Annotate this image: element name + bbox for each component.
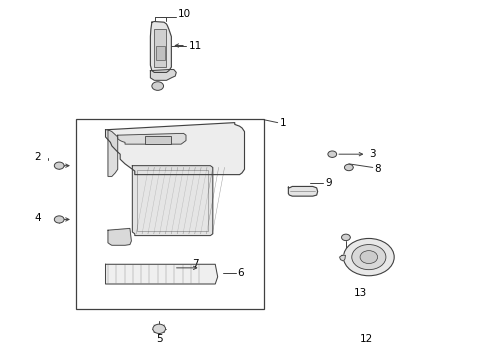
Text: 8: 8 — [374, 163, 381, 174]
Bar — [154, 30, 166, 67]
Polygon shape — [288, 186, 317, 196]
Circle shape — [54, 216, 64, 223]
Polygon shape — [105, 123, 244, 175]
Circle shape — [327, 151, 336, 157]
Bar — [144, 136, 171, 144]
Text: 2: 2 — [34, 152, 41, 162]
Circle shape — [343, 238, 393, 276]
Text: 10: 10 — [177, 9, 190, 19]
Polygon shape — [132, 166, 212, 235]
Bar — [76, 119, 264, 309]
Circle shape — [344, 164, 352, 171]
Circle shape — [153, 324, 165, 333]
Polygon shape — [118, 134, 185, 144]
Text: 7: 7 — [192, 259, 199, 269]
Polygon shape — [108, 228, 131, 245]
Circle shape — [359, 251, 377, 264]
Circle shape — [152, 82, 163, 90]
Text: 4: 4 — [34, 213, 41, 222]
Polygon shape — [108, 130, 118, 176]
Polygon shape — [150, 22, 171, 72]
Polygon shape — [339, 255, 345, 261]
Polygon shape — [150, 69, 176, 80]
Polygon shape — [105, 264, 217, 284]
Text: 11: 11 — [188, 41, 201, 50]
Text: 1: 1 — [279, 118, 285, 128]
Text: 12: 12 — [359, 334, 372, 344]
Bar — [137, 170, 207, 231]
Text: 6: 6 — [237, 268, 244, 278]
Text: 3: 3 — [368, 149, 375, 159]
Circle shape — [351, 244, 385, 270]
Text: 13: 13 — [353, 288, 366, 298]
Circle shape — [341, 234, 349, 240]
Circle shape — [54, 162, 64, 169]
Text: 9: 9 — [325, 178, 331, 188]
Text: 5: 5 — [156, 333, 162, 343]
Bar — [156, 45, 164, 60]
